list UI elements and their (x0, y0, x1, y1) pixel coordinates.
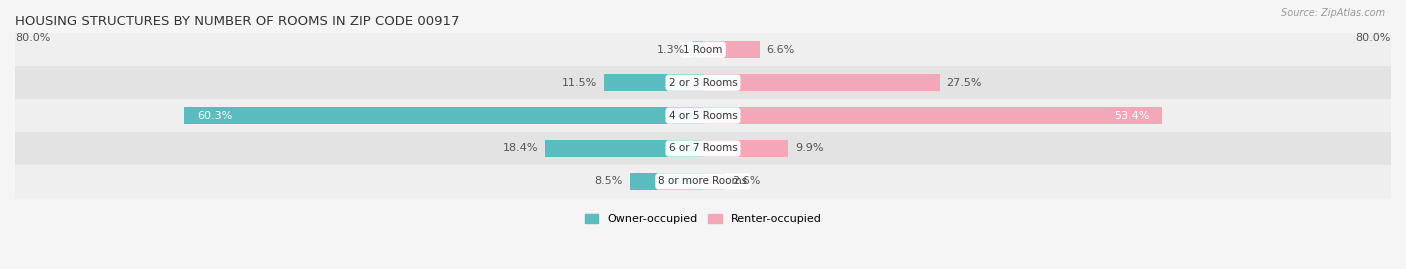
Bar (703, 173, 725, 190)
Text: 11.5%: 11.5% (562, 78, 598, 88)
Text: 80.0%: 80.0% (1355, 33, 1391, 43)
Text: 60.3%: 60.3% (197, 111, 232, 121)
Bar (703, 107, 1163, 124)
Text: 53.4%: 53.4% (1114, 111, 1149, 121)
Legend: Owner-occupied, Renter-occupied: Owner-occupied, Renter-occupied (581, 209, 825, 228)
Bar (703, 41, 759, 58)
Bar (703, 74, 939, 91)
Text: HOUSING STRUCTURES BY NUMBER OF ROOMS IN ZIP CODE 00917: HOUSING STRUCTURES BY NUMBER OF ROOMS IN… (15, 15, 460, 28)
Text: 6.6%: 6.6% (766, 45, 794, 55)
Bar (692, 41, 703, 58)
Text: 2.6%: 2.6% (733, 176, 761, 186)
Bar (605, 74, 703, 91)
Bar (15, 132, 1391, 165)
Text: 1.3%: 1.3% (657, 45, 685, 55)
Text: 8.5%: 8.5% (595, 176, 623, 186)
Bar (15, 165, 1391, 198)
Bar (15, 99, 1391, 132)
Bar (544, 140, 703, 157)
Text: 2 or 3 Rooms: 2 or 3 Rooms (669, 78, 737, 88)
Bar (15, 33, 1391, 66)
Text: 9.9%: 9.9% (794, 143, 824, 154)
Text: 80.0%: 80.0% (15, 33, 51, 43)
Text: Source: ZipAtlas.com: Source: ZipAtlas.com (1281, 8, 1385, 18)
Text: 8 or more Rooms: 8 or more Rooms (658, 176, 748, 186)
Text: 6 or 7 Rooms: 6 or 7 Rooms (669, 143, 737, 154)
Text: 1 Room: 1 Room (683, 45, 723, 55)
Text: 27.5%: 27.5% (946, 78, 981, 88)
Bar (630, 173, 703, 190)
Text: 18.4%: 18.4% (502, 143, 538, 154)
Bar (703, 140, 789, 157)
Bar (15, 66, 1391, 99)
Bar (184, 107, 703, 124)
Text: 4 or 5 Rooms: 4 or 5 Rooms (669, 111, 737, 121)
